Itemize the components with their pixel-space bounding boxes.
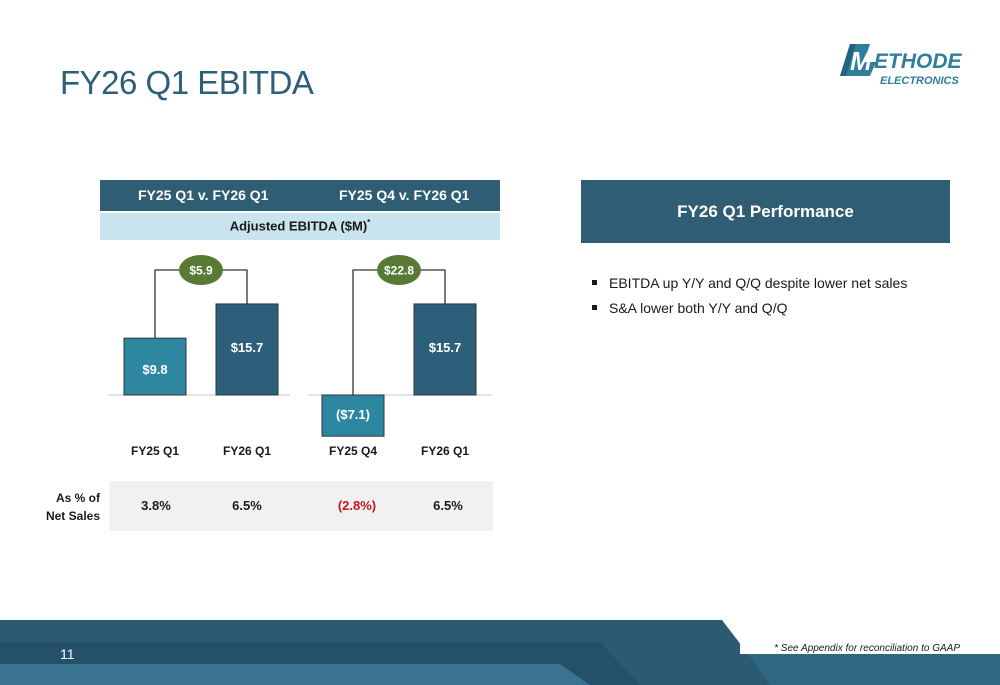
ebitda-chart: $9.8 FY25 Q1 $15.7 FY26 Q1 ($7.1) FY25 Q4 $15.…: [100, 240, 500, 475]
pct-fy26-q1-b: 6.5%: [433, 498, 463, 513]
performance-title: FY26 Q1 Performance: [677, 201, 854, 221]
pct-fy25-q4: (2.8%): [337, 498, 377, 513]
change-bubble: [179, 255, 223, 285]
bar: [215, 303, 279, 396]
category-label: FY25 Q1: [131, 444, 179, 458]
header-right-title: FY25 Q4 v. FY26 Q1: [339, 187, 470, 203]
gaap-footnote: * See Appendix for reconciliation to GAA…: [774, 643, 960, 654]
net-sales-row-label: As % of Net Sales: [30, 489, 100, 525]
bullet-item: EBITDA up Y/Y and Q/Q despite lower net …: [592, 272, 907, 297]
performance-title-box: FY26 Q1 Performance: [581, 180, 950, 243]
logo-initial: M: [850, 46, 873, 76]
performance-bullets: EBITDA up Y/Y and Q/Q despite lower net …: [592, 272, 907, 322]
metric-label-wrap: Adjusted EBITDA ($M)*: [100, 218, 500, 233]
slide-title: FY26 Q1 EBITDA: [60, 64, 314, 101]
bar: [413, 303, 477, 396]
chart-header-bar: FY25 Q1 v. FY26 Q1 FY25 Q4 v. FY26 Q1: [100, 180, 500, 211]
bar-value-label: $15.7: [231, 340, 264, 355]
bar-value-label: $15.7: [429, 340, 462, 355]
bar: [321, 394, 385, 437]
category-label: FY25 Q4: [329, 444, 377, 458]
net-sales-label-line1: As % of: [55, 491, 100, 505]
bullet-item: S&A lower both Y/Y and Q/Q: [592, 297, 907, 322]
logo-word-methode: ETHODE: [874, 50, 963, 73]
metric-header-bar: Adjusted EBITDA ($M)*: [100, 213, 500, 240]
bar-value-label: $9.8: [142, 362, 167, 377]
footnote-marker: *: [367, 218, 371, 227]
bar: [123, 337, 187, 396]
ebitda-chart-svg: $9.8 FY25 Q1 $15.7 FY26 Q1 ($7.1) FY25 Q4 $15.…: [108, 255, 492, 458]
pct-fy26-q1: 6.5%: [232, 498, 262, 513]
pct-fy25-q1: 3.8%: [141, 498, 171, 513]
methode-electronics-logo: M ETHODE ELECTRONICS: [836, 40, 976, 86]
header-left-title: FY25 Q1 v. FY26 Q1: [138, 187, 269, 203]
change-bubble-label: $5.9: [189, 264, 213, 278]
net-sales-label-line2: Net Sales: [45, 509, 100, 523]
change-bubble: [377, 255, 421, 285]
metric-label: Adjusted EBITDA ($M): [229, 218, 368, 234]
net-sales-row: 3.8% 6.5% (2.8%) 6.5%: [109, 481, 493, 531]
category-label: FY26 Q1: [421, 444, 469, 458]
footer-band: [0, 618, 1000, 685]
category-label: FY26 Q1: [223, 444, 271, 458]
page-number: 11: [60, 646, 75, 662]
bar-value-label: ($7.1): [336, 407, 370, 422]
logo-word-electronics: ELECTRONICS: [880, 75, 960, 86]
change-bubble-label: $22.8: [384, 264, 414, 278]
